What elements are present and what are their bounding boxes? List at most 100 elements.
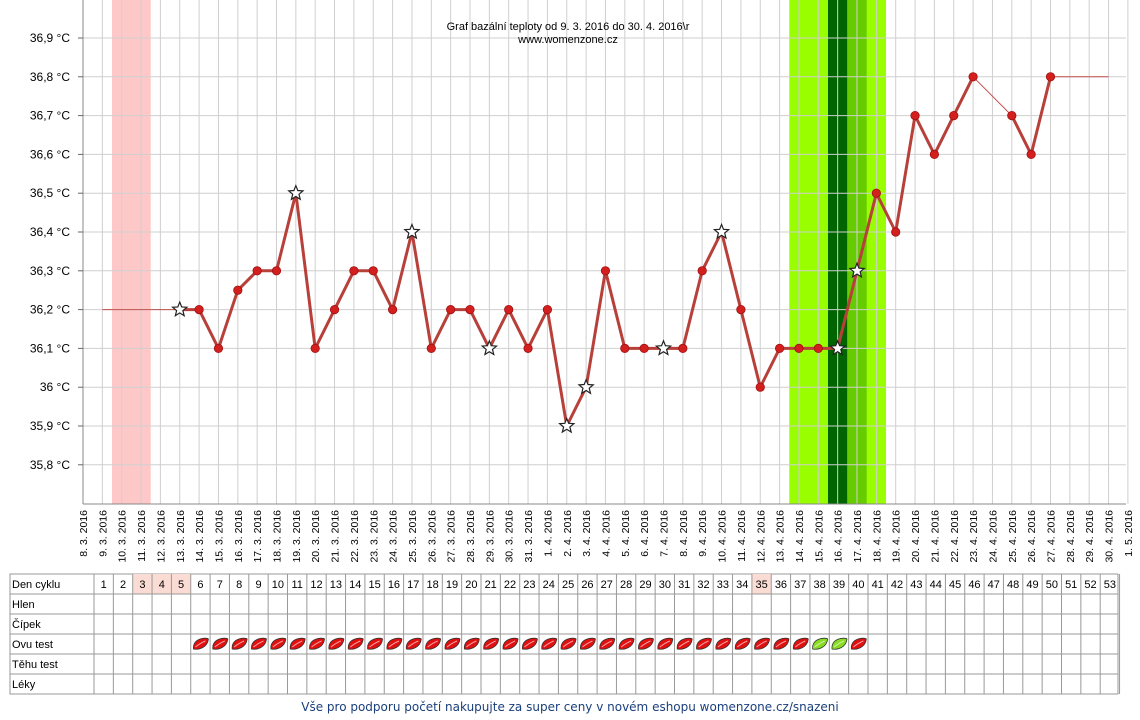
data-point: [329, 304, 340, 315]
cycle-day: 30: [659, 579, 671, 591]
x-tick-label: 12. 3. 2016: [155, 510, 167, 563]
cycle-day: 27: [601, 579, 613, 591]
cycle-day: 43: [910, 579, 922, 591]
data-point-star: [828, 339, 847, 356]
cycle-day: 19: [446, 579, 458, 591]
cycle-day: 16: [388, 579, 400, 591]
data-point-star: [403, 222, 421, 240]
series-line: [179, 76, 975, 428]
ovu-test-negative-icon: [231, 637, 248, 650]
data-point: [271, 266, 282, 276]
footer-promo[interactable]: Vše pro podporu početí nakupujte za supe…: [0, 700, 1140, 714]
y-tick-label: 35,8 °C: [30, 458, 70, 472]
cycle-day: 24: [543, 579, 555, 591]
ovu-test-negative-icon: [425, 637, 442, 650]
data-point: [542, 304, 553, 315]
ovu-test-negative-icon: [193, 637, 209, 650]
x-tick-label: 22. 3. 2016: [349, 510, 361, 563]
data-point: [794, 343, 804, 353]
cycle-day: 40: [852, 579, 864, 591]
x-tick-label: 19. 4. 2016: [891, 510, 903, 563]
x-tick-label: 16. 3. 2016: [233, 510, 245, 563]
cycle-day: 53: [1104, 579, 1116, 591]
cycle-day: 46: [968, 579, 980, 591]
footer-text[interactable]: Vše pro podporu početí nakupujte za supe…: [301, 700, 839, 714]
x-tick-label: 30. 4. 2016: [1104, 510, 1116, 563]
ovu-test-positive-icon: [812, 637, 829, 650]
x-tick-label: 11. 3. 2016: [136, 510, 148, 562]
data-point: [755, 382, 765, 392]
cycle-day: 47: [988, 579, 1000, 591]
data-point: [736, 304, 746, 315]
data-point: [620, 343, 630, 353]
data-point: [891, 227, 901, 237]
x-tick-label: 1. 5. 2016: [1123, 510, 1135, 557]
cycle-day: 39: [833, 579, 845, 591]
ovu-test-negative-icon: [773, 637, 790, 650]
cycle-day: 7: [217, 579, 223, 591]
cycle-day: 29: [639, 579, 651, 591]
chart-connectors: [102, 76, 1109, 311]
x-tick-label: 28. 4. 2016: [1065, 510, 1077, 563]
cycle-day: 37: [794, 579, 806, 591]
y-tick-label: 36,2 °C: [30, 303, 70, 317]
x-tick-label: 21. 3. 2016: [330, 510, 342, 563]
data-point: [678, 343, 688, 353]
cycle-day: 33: [717, 579, 729, 591]
cycle-day: 4: [159, 579, 165, 591]
x-tick-label: 17. 3. 2016: [252, 510, 264, 563]
x-tick-label: 15. 3. 2016: [213, 510, 225, 563]
x-tick-label: 13. 4. 2016: [775, 510, 787, 563]
data-point: [1045, 72, 1056, 82]
cycle-day: 48: [1007, 579, 1019, 591]
cycle-day: 49: [1026, 579, 1038, 591]
cycle-day: 45: [949, 579, 961, 591]
cycle-day: 35: [755, 579, 767, 591]
x-tick-label: 29. 4. 2016: [1084, 510, 1096, 563]
x-tick-label: 29. 3. 2016: [484, 510, 496, 563]
cycle-day: 22: [504, 579, 516, 591]
ovu-test-negative-icon: [502, 637, 519, 650]
x-tick-label: 31. 3. 2016: [523, 510, 535, 563]
cycle-day: 32: [697, 579, 709, 591]
cycle-day: 21: [485, 579, 497, 591]
ovu-test-negative-icon: [754, 637, 771, 650]
cycle-day: 13: [330, 579, 342, 591]
ovu-test-negative-icon: [657, 637, 674, 650]
ovu-test-positive-icon: [831, 637, 848, 650]
data-point: [813, 343, 823, 353]
band-menstruation: [112, 0, 151, 504]
data-point: [929, 149, 940, 159]
x-tick-label: 4. 4. 2016: [600, 510, 612, 557]
cycle-day: 9: [255, 579, 261, 591]
x-tick-label: 7. 4. 2016: [659, 510, 671, 557]
table-row-label: Ovu test: [12, 639, 53, 651]
y-tick-label: 36,3 °C: [30, 264, 70, 278]
chart-bands: [112, 0, 887, 504]
y-tick-label: 36 °C: [40, 380, 70, 394]
ovu-test-negative-icon: [676, 637, 693, 650]
x-tick-label: 2. 4. 2016: [562, 510, 574, 557]
cycle-day: 11: [291, 579, 302, 591]
connector-line: [972, 76, 1013, 116]
cycle-day: 28: [620, 579, 632, 591]
x-tick-label: 26. 4. 2016: [1026, 510, 1038, 563]
table-row-label: Léky: [12, 679, 36, 691]
y-tick-label: 36,7 °C: [30, 109, 70, 123]
data-point: [426, 343, 436, 353]
x-tick-label: 16. 4. 2016: [833, 510, 845, 563]
table-row-label: Těhu test: [12, 659, 58, 671]
y-tick-label: 36,9 °C: [30, 31, 70, 45]
x-tick-label: 28. 3. 2016: [465, 510, 477, 563]
data-point: [523, 343, 533, 353]
x-tick-label: 8. 4. 2016: [678, 510, 690, 557]
x-tick-label: 22. 4. 2016: [949, 510, 961, 563]
chart-subtitle: www.womenzone.cz: [517, 34, 618, 46]
day-highlight: [171, 574, 191, 594]
x-tick-label: 13. 3. 2016: [175, 510, 187, 563]
ovu-test-negative-icon: [483, 637, 500, 650]
ovu-test-negative-icon: [367, 637, 384, 650]
x-tick-label: 18. 3. 2016: [272, 510, 284, 563]
x-tick-label: 9. 4. 2016: [697, 510, 709, 557]
x-tick-label: 21. 4. 2016: [929, 510, 941, 563]
